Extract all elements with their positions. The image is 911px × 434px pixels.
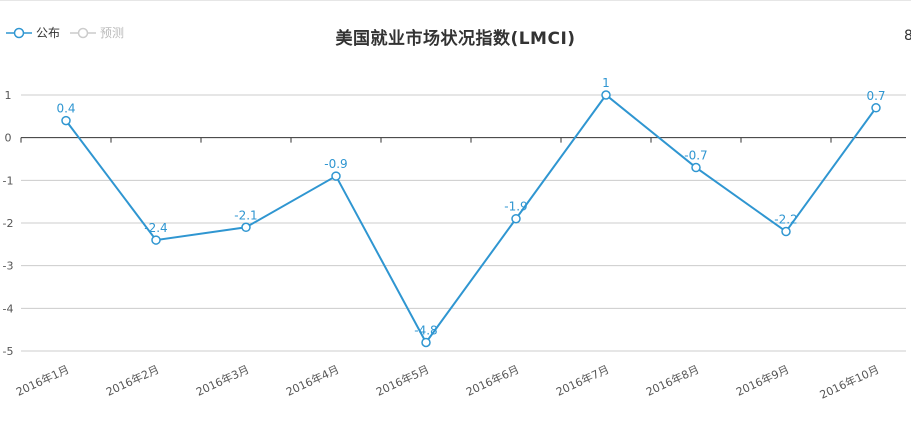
x-tick-label: 2016年3月 (194, 362, 252, 399)
x-tick-label: 2016年10月 (817, 362, 881, 402)
legend-item-published[interactable]: 公布 (6, 24, 60, 41)
top-border (0, 0, 911, 1)
data-point (601, 90, 611, 100)
x-tick-label: 2016年7月 (554, 362, 612, 399)
x-tick-label: 2016年4月 (284, 362, 342, 399)
data-label: -0.9 (324, 157, 347, 171)
series-group (61, 90, 881, 348)
data-point (331, 171, 341, 181)
series-line (65, 93, 877, 345)
data-label: 0.7 (866, 89, 885, 103)
x-tick-label: 2016年9月 (734, 362, 792, 399)
x-tick-label: 2016年1月 (14, 362, 72, 399)
x-tick-label: 2016年8月 (644, 362, 702, 399)
data-label: -2.4 (144, 221, 167, 235)
grid-lines (21, 94, 906, 352)
x-tick-label: 2016年5月 (374, 362, 432, 399)
legend-label-published: 公布 (36, 26, 61, 40)
legend-label-forecast: 预测 (100, 26, 125, 40)
legend: 公布 预测 (6, 24, 124, 41)
cut-off-glyph: 8 (904, 28, 911, 44)
x-axis (20, 137, 832, 143)
data-point (421, 337, 431, 348)
legend-line-circle-icon (6, 27, 32, 38)
y-tick-label: -2 (3, 217, 14, 230)
data-label: -1.9 (504, 200, 527, 214)
y-tick-label: 1 (5, 89, 12, 102)
y-tick-label: 0 (5, 132, 12, 145)
data-label: -2.1 (234, 208, 257, 222)
chart-title: 美国就业市场状况指数(LMCI) (335, 29, 576, 49)
y-tick-label: -3 (3, 260, 14, 273)
legend-item-forecast[interactable]: 预测 (70, 24, 124, 41)
data-point (871, 103, 881, 113)
y-tick-label: -4 (3, 302, 14, 315)
x-axis-ticks: 2016年1月 2016年2月 2016年3月 2016年4月 2016年5月 2016年… (14, 362, 882, 402)
x-tick-label: 2016年6月 (464, 362, 522, 399)
data-point (61, 115, 71, 126)
data-label: -4.8 (414, 323, 437, 337)
y-axis-ticks: 1 0 -1 -2 -3 -4 -5 (3, 89, 14, 358)
data-point (151, 235, 161, 245)
y-tick-label: -5 (3, 345, 14, 358)
data-label: -0.7 (684, 149, 707, 163)
data-point (691, 162, 701, 173)
data-label: -2.2 (774, 213, 797, 227)
data-label: 0.4 (56, 102, 75, 116)
data-labels: 0.4 -2.4 -2.1 -0.9 -4.8 -1.9 1 -0.7 -2.2 0.7 (56, 76, 885, 337)
data-point (511, 213, 521, 224)
data-point (781, 226, 791, 237)
legend-line-circle-icon (70, 27, 97, 38)
y-tick-label: -1 (3, 174, 14, 187)
data-point (241, 222, 251, 233)
x-tick-label: 2016年2月 (104, 362, 162, 399)
data-label: 1 (602, 76, 610, 90)
